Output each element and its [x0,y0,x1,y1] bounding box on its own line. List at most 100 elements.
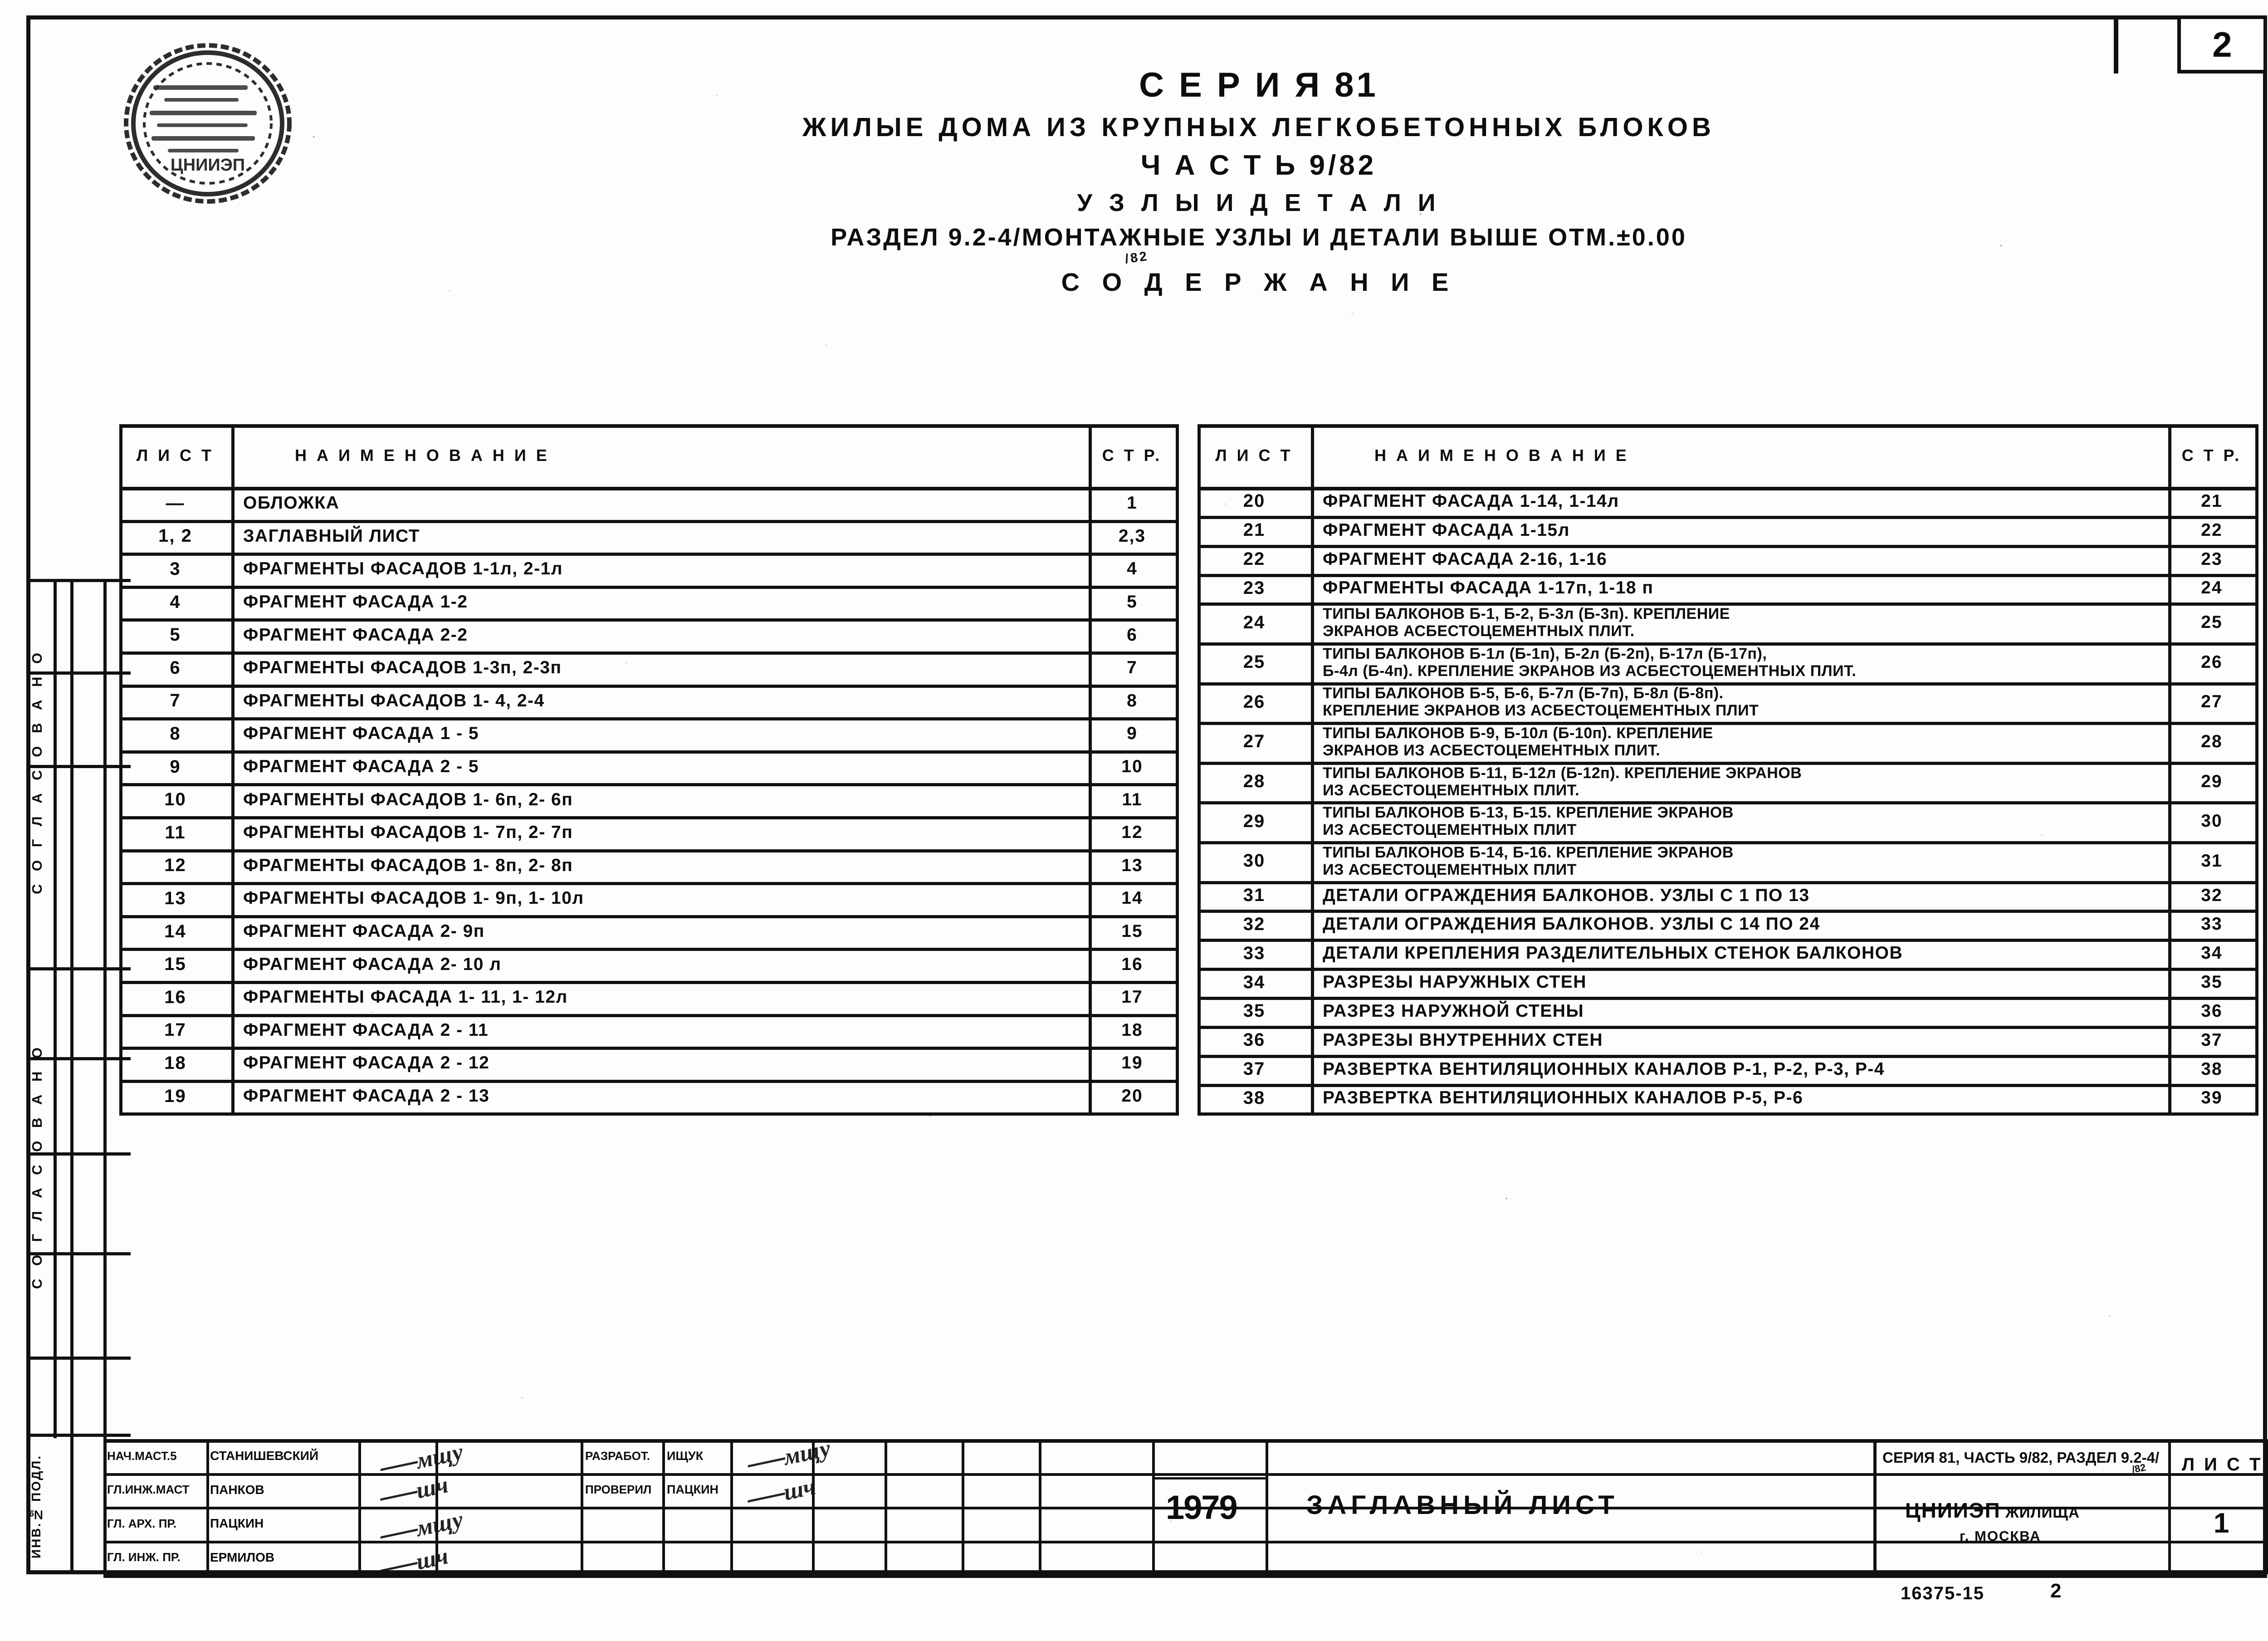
table-right-row-sep-10 [1198,881,2258,884]
table-left-row-sep-16 [119,1047,1179,1050]
table-right-row-sep-8 [1198,801,2258,805]
margin-rule-1 [70,579,73,1574]
table-left-row-sep-17 [119,1079,1179,1083]
margin-label-soglasovano-1: С О Г Л А С О В А Н О [29,648,45,895]
stamp-vrule-list-l [2168,1439,2171,1574]
table-left-row-4-page: 6 [1127,625,1138,645]
margin-grid-line-d [26,967,131,970]
table-right-row-18-list: 38 [1243,1087,1266,1108]
table-right-row-5-name-line1: ТИПЫ БАЛКОНОВ Б-1л (Б-1п), Б-2л (Б-2п), … [1323,645,1767,662]
table-right-row-0-list: 20 [1243,491,1266,511]
margin-grid-line-b [26,671,131,675]
stamp-vrule-title-r [1873,1439,1877,1574]
pagenum-divider [2114,15,2118,73]
table-right-row-3-name: ФРАГМЕНТЫ ФАСАДА 1-17п, 1-18 п [1323,578,1654,598]
table-right-row-11-list: 31 [1243,885,1266,906]
table-left-row-sep-8 [119,783,1179,787]
stamp-vrule-6 [730,1439,733,1574]
table-right-row-14-list: 34 [1243,972,1266,992]
margin-rule-2 [103,579,107,1574]
table-right-row-11-name: ДЕТАЛИ ОГРАЖДЕНИЯ БАЛКОНОВ. УЗЛЫ С 1 ПО … [1323,885,1810,905]
title-part: Ч А С Т Ь 9/82 [1140,150,1377,181]
table-right-row-8-list: 28 [1243,771,1266,792]
table-left-row-sep-11 [119,882,1179,886]
table-right-row-sep-7 [1198,761,2258,765]
table-right-row-9-name: ТИПЫ БАЛКОНОВ Б-13, Б-15. КРЕПЛЕНИЕ ЭКРА… [1311,801,2168,841]
table-left-vrule-2 [1089,424,1092,1113]
title-contents: С О Д Е Р Ж А Н И Е [1061,268,1457,296]
table-right-row-0-name: ФРАГМЕНТ ФАСАДА 1-14, 1-14л [1323,491,1619,511]
table-right-row-2-page: 23 [2201,549,2223,569]
table-left-row-5-page: 7 [1127,658,1138,678]
margin-grid-line-a [26,579,131,582]
stamp-vrule-9 [962,1439,964,1574]
title-subtitle-1: ЖИЛЫЕ ДОМА ИЗ КРУПНЫХ ЛЕГКОБЕТОННЫХ БЛОК… [802,113,1715,142]
table-right-header-list: Л И С Т [1215,446,1293,465]
table-right-row-17-page: 38 [2201,1059,2223,1079]
stamp-vrule-year-r [1266,1439,1268,1574]
table-right-row-0-page: 21 [2201,491,2223,511]
stamp-hrule-org [1873,1473,2169,1476]
stamp-hrule-1 [103,1473,2267,1476]
table-right-row-15-name: РАЗРЕЗ НАРУЖНОЙ СТЕНЫ [1323,1001,1584,1021]
margin-rule-0 [26,15,29,1574]
table-right-row-4-name: ТИПЫ БАЛКОНОВ Б-1, Б-2, Б-3л (Б-3п). КРЕ… [1311,603,2168,642]
table-left-row-17-name: ФРАГМЕНТ ФАСАДА 2 - 12 [243,1053,490,1073]
scan-speckle-7 [2000,245,2002,246]
table-right-row-16-name: РАЗРЕЗЫ ВНУТРЕННИХ СТЕН [1323,1030,1603,1050]
table-left-row-0-page: 1 [1127,493,1138,513]
table-left-row-10-list: 11 [165,822,186,843]
table-left-row-10-name: ФРАГМЕНТЫ ФАСАДОВ 1- 7п, 2- 7п [243,823,573,843]
scan-speckle-10 [626,662,627,663]
table-right-row-6-name-line2: КРЕПЛЕНИЕ ЭКРАНОВ ИЗ АСБЕСТОЦЕМЕНТНЫХ ПЛ… [1323,702,1759,720]
scan-speckle-16 [2109,1316,2110,1317]
margin-grid-line-c [26,765,131,768]
stamp-vrule-10 [1039,1439,1041,1574]
margin-label-inv-podl: ИНВ.№ ПОДЛ. [29,1454,43,1558]
table-left-row-11-list: 12 [164,855,186,876]
stamp-vrule-1 [206,1439,209,1574]
table-right-row-8-name-wrap: ТИПЫ БАЛКОНОВ Б-11, Б-12л (Б-12п). КРЕПЛ… [1323,764,1802,799]
table-right-row-8-name-line1: ТИПЫ БАЛКОНОВ Б-11, Б-12л (Б-12п). КРЕПЛ… [1323,764,1802,782]
table-right-row-1-name: ФРАГМЕНТ ФАСАДА 1-15л [1323,520,1570,540]
table-left-row-14-list: 15 [164,954,186,975]
table-right-row-sep-9 [1198,841,2258,845]
table-right-vrule-2 [2168,424,2171,1113]
table-left-row-sep-0 [119,519,1179,523]
table-right-row-16-list: 36 [1243,1030,1266,1050]
margin-label-soglasovano-2: С О Г Л А С О В А Н О [29,1043,45,1289]
stamp-organization-name: ЦНИИЭП [1905,1499,2001,1522]
stamp-list-number: 1 [2214,1508,2229,1539]
table-right-row-sep-16 [1198,1054,2258,1058]
table-left-row-7-page: 9 [1127,724,1138,744]
table-right-row-5-name-wrap: ТИПЫ БАЛКОНОВ Б-1л (Б-1п), Б-2л (Б-2п), … [1323,645,1856,680]
table-right-row-3-list: 23 [1243,578,1266,598]
table-left-row-13-page: 15 [1121,921,1143,941]
table-right-row-2-name: ФРАГМЕНТ ФАСАДА 2-16, 1-16 [1323,549,1608,569]
stamp-name2-0: ИЩУК [667,1449,704,1463]
table-right-row-10-list: 30 [1243,851,1266,871]
table-right-row-5-name-line2: Б-4л (Б-4п). КРЕПЛЕНИЕ ЭКРАНОВ ИЗ АСБЕСТ… [1323,662,1857,680]
table-right-row-10-page: 31 [2201,851,2223,871]
table-right-row-sep-11 [1198,910,2258,913]
table-left-row-15-list: 16 [164,987,186,1007]
scan-speckle-9 [1225,504,1226,505]
stamp-role2-0: РАЗРАБОТ. [585,1449,650,1463]
table-right-row-4-name-line2: ЭКРАНОВ АСБЕСТОЦЕМЕНТНЫХ ПЛИТ. [1323,622,1635,640]
table-left-row-2-page: 4 [1127,559,1138,579]
stamp-list-label: Л И С Т [2182,1455,2263,1474]
table-left-row-1-list: 1, 2 [158,526,192,546]
title-razdel: РАЗДЕЛ 9.2-4/МОНТАЖНЫЕ УЗЛЫ И ДЕТАЛИ ВЫШ… [476,225,2041,266]
margin-grid-line-e [26,1057,131,1060]
table-right-header-name: Н А И М Е Н О В А Н И Е [1374,446,1629,465]
table-right-row-6-page: 27 [2201,692,2223,712]
table-left-row-5-name: ФРАГМЕНТЫ ФАСАДОВ 1-3п, 2-3п [243,658,562,678]
table-left-header-list: Л И С Т [136,446,215,465]
table-right-row-sep-6 [1198,722,2258,725]
table-right-row-sep-12 [1198,939,2258,942]
table-left-row-12-name: ФРАГМЕНТЫ ФАСАДОВ 1- 9п, 1- 10л [243,888,584,908]
table-left-vrule-1 [231,424,235,1113]
table-left-row-0-list: — [166,493,185,513]
table-right-row-14-name: РАЗРЕЗЫ НАРУЖНЫХ СТЕН [1323,972,1587,992]
scan-speckle-1 [717,95,718,96]
